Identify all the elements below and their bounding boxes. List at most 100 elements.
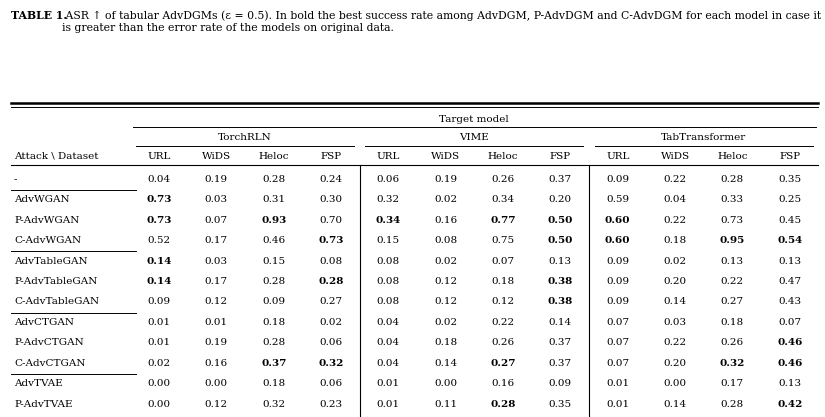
Text: 0.01: 0.01 [606, 379, 629, 388]
Text: 0.01: 0.01 [148, 318, 171, 327]
Text: 0.28: 0.28 [490, 399, 516, 409]
Text: 0.27: 0.27 [721, 297, 744, 306]
Text: 0.03: 0.03 [205, 195, 228, 204]
Text: 0.22: 0.22 [663, 216, 686, 225]
Text: 0.01: 0.01 [606, 399, 629, 409]
Text: 0.28: 0.28 [262, 175, 285, 184]
Text: 0.09: 0.09 [262, 297, 285, 306]
Text: 0.09: 0.09 [606, 175, 629, 184]
Text: 0.04: 0.04 [377, 318, 400, 327]
Text: 0.07: 0.07 [606, 359, 629, 368]
Text: C-AdvCTGAN: C-AdvCTGAN [14, 359, 86, 368]
Text: 0.54: 0.54 [777, 236, 803, 245]
Text: 0.00: 0.00 [205, 379, 228, 388]
Text: 0.38: 0.38 [548, 297, 573, 306]
Text: URL: URL [148, 152, 171, 161]
Text: -: - [14, 175, 17, 184]
Text: 0.02: 0.02 [148, 359, 171, 368]
Text: 0.73: 0.73 [318, 236, 344, 245]
Text: 0.13: 0.13 [721, 256, 744, 266]
Text: 0.06: 0.06 [319, 338, 342, 347]
Text: 0.28: 0.28 [262, 277, 285, 286]
Text: 0.09: 0.09 [549, 379, 572, 388]
Text: C-AdvWGAN: C-AdvWGAN [14, 236, 81, 245]
Text: 0.22: 0.22 [663, 338, 686, 347]
Text: 0.03: 0.03 [205, 256, 228, 266]
Text: Heloc: Heloc [717, 152, 747, 161]
Text: 0.07: 0.07 [606, 338, 629, 347]
Text: 0.34: 0.34 [492, 195, 515, 204]
Text: 0.46: 0.46 [777, 359, 803, 368]
Text: 0.38: 0.38 [548, 277, 573, 286]
Text: FSP: FSP [549, 152, 571, 161]
Text: 0.08: 0.08 [377, 256, 400, 266]
Text: 0.20: 0.20 [663, 277, 686, 286]
Text: 0.16: 0.16 [492, 379, 515, 388]
Text: 0.13: 0.13 [778, 256, 801, 266]
Text: 0.09: 0.09 [606, 277, 629, 286]
Text: 0.12: 0.12 [492, 297, 515, 306]
Text: 0.42: 0.42 [777, 399, 803, 409]
Text: 0.08: 0.08 [434, 236, 457, 245]
Text: 0.26: 0.26 [721, 338, 744, 347]
Text: 0.06: 0.06 [319, 379, 342, 388]
Text: WiDS: WiDS [431, 152, 460, 161]
Text: 0.17: 0.17 [205, 236, 228, 245]
Text: 0.09: 0.09 [606, 297, 629, 306]
Text: 0.13: 0.13 [549, 256, 572, 266]
Text: 0.02: 0.02 [434, 318, 457, 327]
Text: 0.08: 0.08 [377, 277, 400, 286]
Text: 0.04: 0.04 [377, 338, 400, 347]
Text: 0.28: 0.28 [721, 399, 744, 409]
Text: URL: URL [377, 152, 400, 161]
Text: 0.43: 0.43 [778, 297, 801, 306]
Text: TorchRLN: TorchRLN [218, 133, 272, 142]
Text: FSP: FSP [779, 152, 800, 161]
Text: Heloc: Heloc [488, 152, 518, 161]
Text: 0.00: 0.00 [148, 379, 171, 388]
Text: 0.17: 0.17 [721, 379, 744, 388]
Text: 0.47: 0.47 [778, 277, 801, 286]
Text: VIME: VIME [460, 133, 489, 142]
Text: P-AdvWGAN: P-AdvWGAN [14, 216, 79, 225]
Text: P-AdvCTGAN: P-AdvCTGAN [14, 338, 84, 347]
Text: 0.08: 0.08 [377, 297, 400, 306]
Text: 0.31: 0.31 [262, 195, 285, 204]
Text: 0.12: 0.12 [434, 277, 457, 286]
Text: 0.18: 0.18 [434, 338, 457, 347]
Text: 0.07: 0.07 [205, 216, 228, 225]
Text: 0.60: 0.60 [605, 216, 630, 225]
Text: 0.04: 0.04 [663, 195, 686, 204]
Text: 0.70: 0.70 [319, 216, 342, 225]
Text: 0.35: 0.35 [549, 399, 572, 409]
Text: WiDS: WiDS [202, 152, 231, 161]
Text: 0.04: 0.04 [148, 175, 171, 184]
Text: 0.59: 0.59 [606, 195, 629, 204]
Text: 0.00: 0.00 [434, 379, 457, 388]
Text: 0.19: 0.19 [434, 175, 457, 184]
Text: AdvWGAN: AdvWGAN [14, 195, 69, 204]
Text: 0.14: 0.14 [146, 256, 172, 266]
Text: 0.01: 0.01 [205, 318, 228, 327]
Text: P-AdvTableGAN: P-AdvTableGAN [14, 277, 97, 286]
Text: 0.18: 0.18 [262, 318, 285, 327]
Text: 0.22: 0.22 [721, 277, 744, 286]
Text: 0.14: 0.14 [663, 399, 686, 409]
Text: AdvTableGAN: AdvTableGAN [14, 256, 87, 266]
Text: 0.46: 0.46 [262, 236, 285, 245]
Text: 0.77: 0.77 [490, 216, 516, 225]
Text: 0.22: 0.22 [492, 318, 515, 327]
Text: 0.02: 0.02 [319, 318, 342, 327]
Text: 0.19: 0.19 [205, 175, 228, 184]
Text: TabTransformer: TabTransformer [661, 133, 747, 142]
Text: 0.73: 0.73 [721, 216, 744, 225]
Text: 0.95: 0.95 [719, 236, 745, 245]
Text: Target model: Target model [440, 115, 509, 124]
Text: 0.14: 0.14 [434, 359, 457, 368]
Text: 0.26: 0.26 [492, 338, 515, 347]
Text: 0.00: 0.00 [663, 379, 686, 388]
Text: 0.18: 0.18 [262, 379, 285, 388]
Text: AdvCTGAN: AdvCTGAN [14, 318, 74, 327]
Text: 0.20: 0.20 [663, 359, 686, 368]
Text: 0.37: 0.37 [549, 338, 572, 347]
